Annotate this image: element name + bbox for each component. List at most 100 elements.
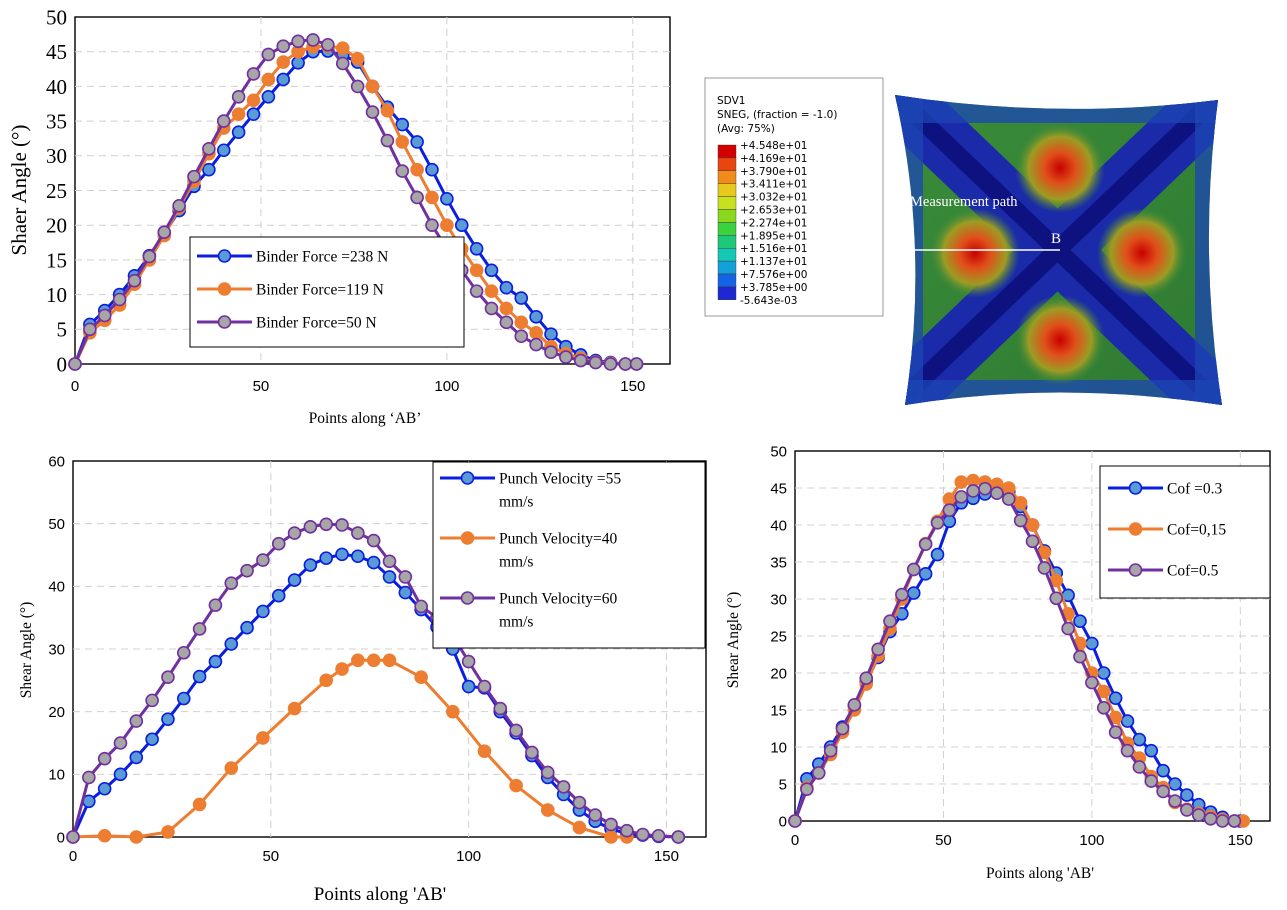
data-point bbox=[1096, 700, 1111, 715]
legend-marker bbox=[217, 249, 232, 263]
data-point bbox=[224, 761, 239, 775]
y-tick-label: 45 bbox=[770, 480, 787, 497]
data-point bbox=[97, 751, 112, 766]
data-point bbox=[529, 325, 543, 340]
data-point bbox=[410, 190, 424, 205]
data-point bbox=[246, 93, 261, 108]
data-point bbox=[871, 642, 885, 657]
data-point bbox=[161, 712, 175, 726]
data-point bbox=[335, 518, 349, 532]
color-band bbox=[717, 286, 737, 300]
y-tick-label: 10 bbox=[48, 767, 65, 784]
data-point bbox=[1132, 760, 1147, 774]
color-value: +1.895e+01 bbox=[740, 230, 807, 242]
data-point bbox=[544, 345, 558, 360]
y-tick-label: 5 bbox=[57, 318, 68, 342]
point-a-label: A bbox=[901, 231, 912, 247]
data-point bbox=[529, 310, 543, 324]
y-tick-label: 50 bbox=[46, 5, 67, 29]
color-value: +2.653e+01 bbox=[740, 205, 807, 217]
data-point bbox=[382, 653, 397, 668]
y-axis-label: Shear Angle (°) bbox=[725, 592, 742, 689]
data-point bbox=[1168, 777, 1182, 791]
color-band bbox=[717, 209, 737, 223]
data-point bbox=[276, 39, 291, 53]
data-point bbox=[906, 562, 921, 577]
data-point bbox=[1120, 743, 1135, 758]
data-point bbox=[559, 350, 573, 364]
data-point bbox=[573, 353, 588, 368]
data-point bbox=[113, 736, 128, 750]
data-point bbox=[335, 56, 350, 71]
data-point bbox=[635, 827, 650, 842]
plate-contour-image: Measurement path A B bbox=[895, 95, 1222, 405]
data-point bbox=[256, 604, 270, 619]
data-point bbox=[129, 830, 144, 844]
data-point bbox=[811, 766, 826, 780]
data-point bbox=[366, 653, 381, 668]
data-point bbox=[540, 803, 555, 817]
y-axis-label: Shear Angle (°) bbox=[18, 602, 35, 699]
data-point bbox=[395, 117, 410, 132]
y-tick-label: 30 bbox=[48, 641, 65, 658]
data-point bbox=[906, 586, 921, 600]
data-point bbox=[823, 743, 838, 758]
data-point bbox=[380, 103, 395, 118]
data-point bbox=[1180, 788, 1194, 802]
data-point bbox=[291, 56, 305, 70]
measurement-path-label: Measurement path bbox=[910, 194, 1018, 210]
data-point bbox=[395, 164, 410, 178]
data-point bbox=[287, 701, 302, 716]
data-point bbox=[261, 90, 276, 104]
data-point bbox=[187, 169, 201, 184]
hotspot-right bbox=[1097, 208, 1187, 298]
series-3 bbox=[788, 481, 1242, 828]
data-point bbox=[303, 519, 318, 534]
data-point bbox=[493, 701, 508, 716]
x-axis-label: Points along 'AB' bbox=[986, 865, 1094, 882]
color-band bbox=[717, 157, 737, 171]
series-3 bbox=[68, 33, 644, 371]
data-point bbox=[202, 142, 216, 156]
data-point bbox=[1168, 794, 1182, 808]
data-point bbox=[1132, 732, 1147, 747]
data-point bbox=[306, 33, 320, 47]
data-point bbox=[176, 691, 191, 706]
data-point bbox=[1156, 763, 1170, 778]
data-point bbox=[231, 107, 246, 121]
data-point bbox=[1001, 492, 1016, 506]
data-point bbox=[604, 830, 618, 844]
legend-label: Cof=0.5 bbox=[1167, 563, 1219, 580]
data-point bbox=[461, 654, 476, 669]
data-point bbox=[161, 825, 175, 839]
y-tick-label: 25 bbox=[770, 628, 787, 645]
legend-label: Binder Force=50 N bbox=[256, 315, 377, 332]
data-point bbox=[382, 554, 397, 569]
color-bands bbox=[717, 144, 737, 300]
data-point bbox=[240, 563, 254, 578]
y-tick-label: 35 bbox=[770, 554, 787, 571]
data-point bbox=[246, 107, 261, 121]
data-point bbox=[224, 576, 239, 591]
data-point bbox=[1203, 811, 1218, 826]
data-point bbox=[499, 315, 514, 330]
data-point bbox=[425, 218, 439, 232]
data-point bbox=[509, 778, 523, 793]
data-point bbox=[1191, 808, 1206, 822]
data-point bbox=[484, 301, 499, 316]
color-band bbox=[717, 183, 737, 197]
data-point bbox=[1085, 675, 1099, 690]
data-point bbox=[319, 673, 334, 688]
data-point bbox=[618, 357, 633, 371]
y-tick-label: 50 bbox=[770, 443, 787, 460]
data-point bbox=[350, 79, 365, 94]
x-tick-label: 50 bbox=[253, 378, 270, 395]
data-point bbox=[82, 770, 96, 785]
data-point bbox=[514, 329, 529, 344]
y-tick-label: 15 bbox=[770, 702, 787, 719]
y-tick-label: 40 bbox=[46, 75, 67, 99]
legend-label: Punch Velocity=40 mm/s bbox=[499, 531, 617, 571]
data-point bbox=[540, 765, 555, 780]
color-band bbox=[717, 235, 737, 249]
color-value: +3.785e+00 bbox=[740, 282, 807, 294]
